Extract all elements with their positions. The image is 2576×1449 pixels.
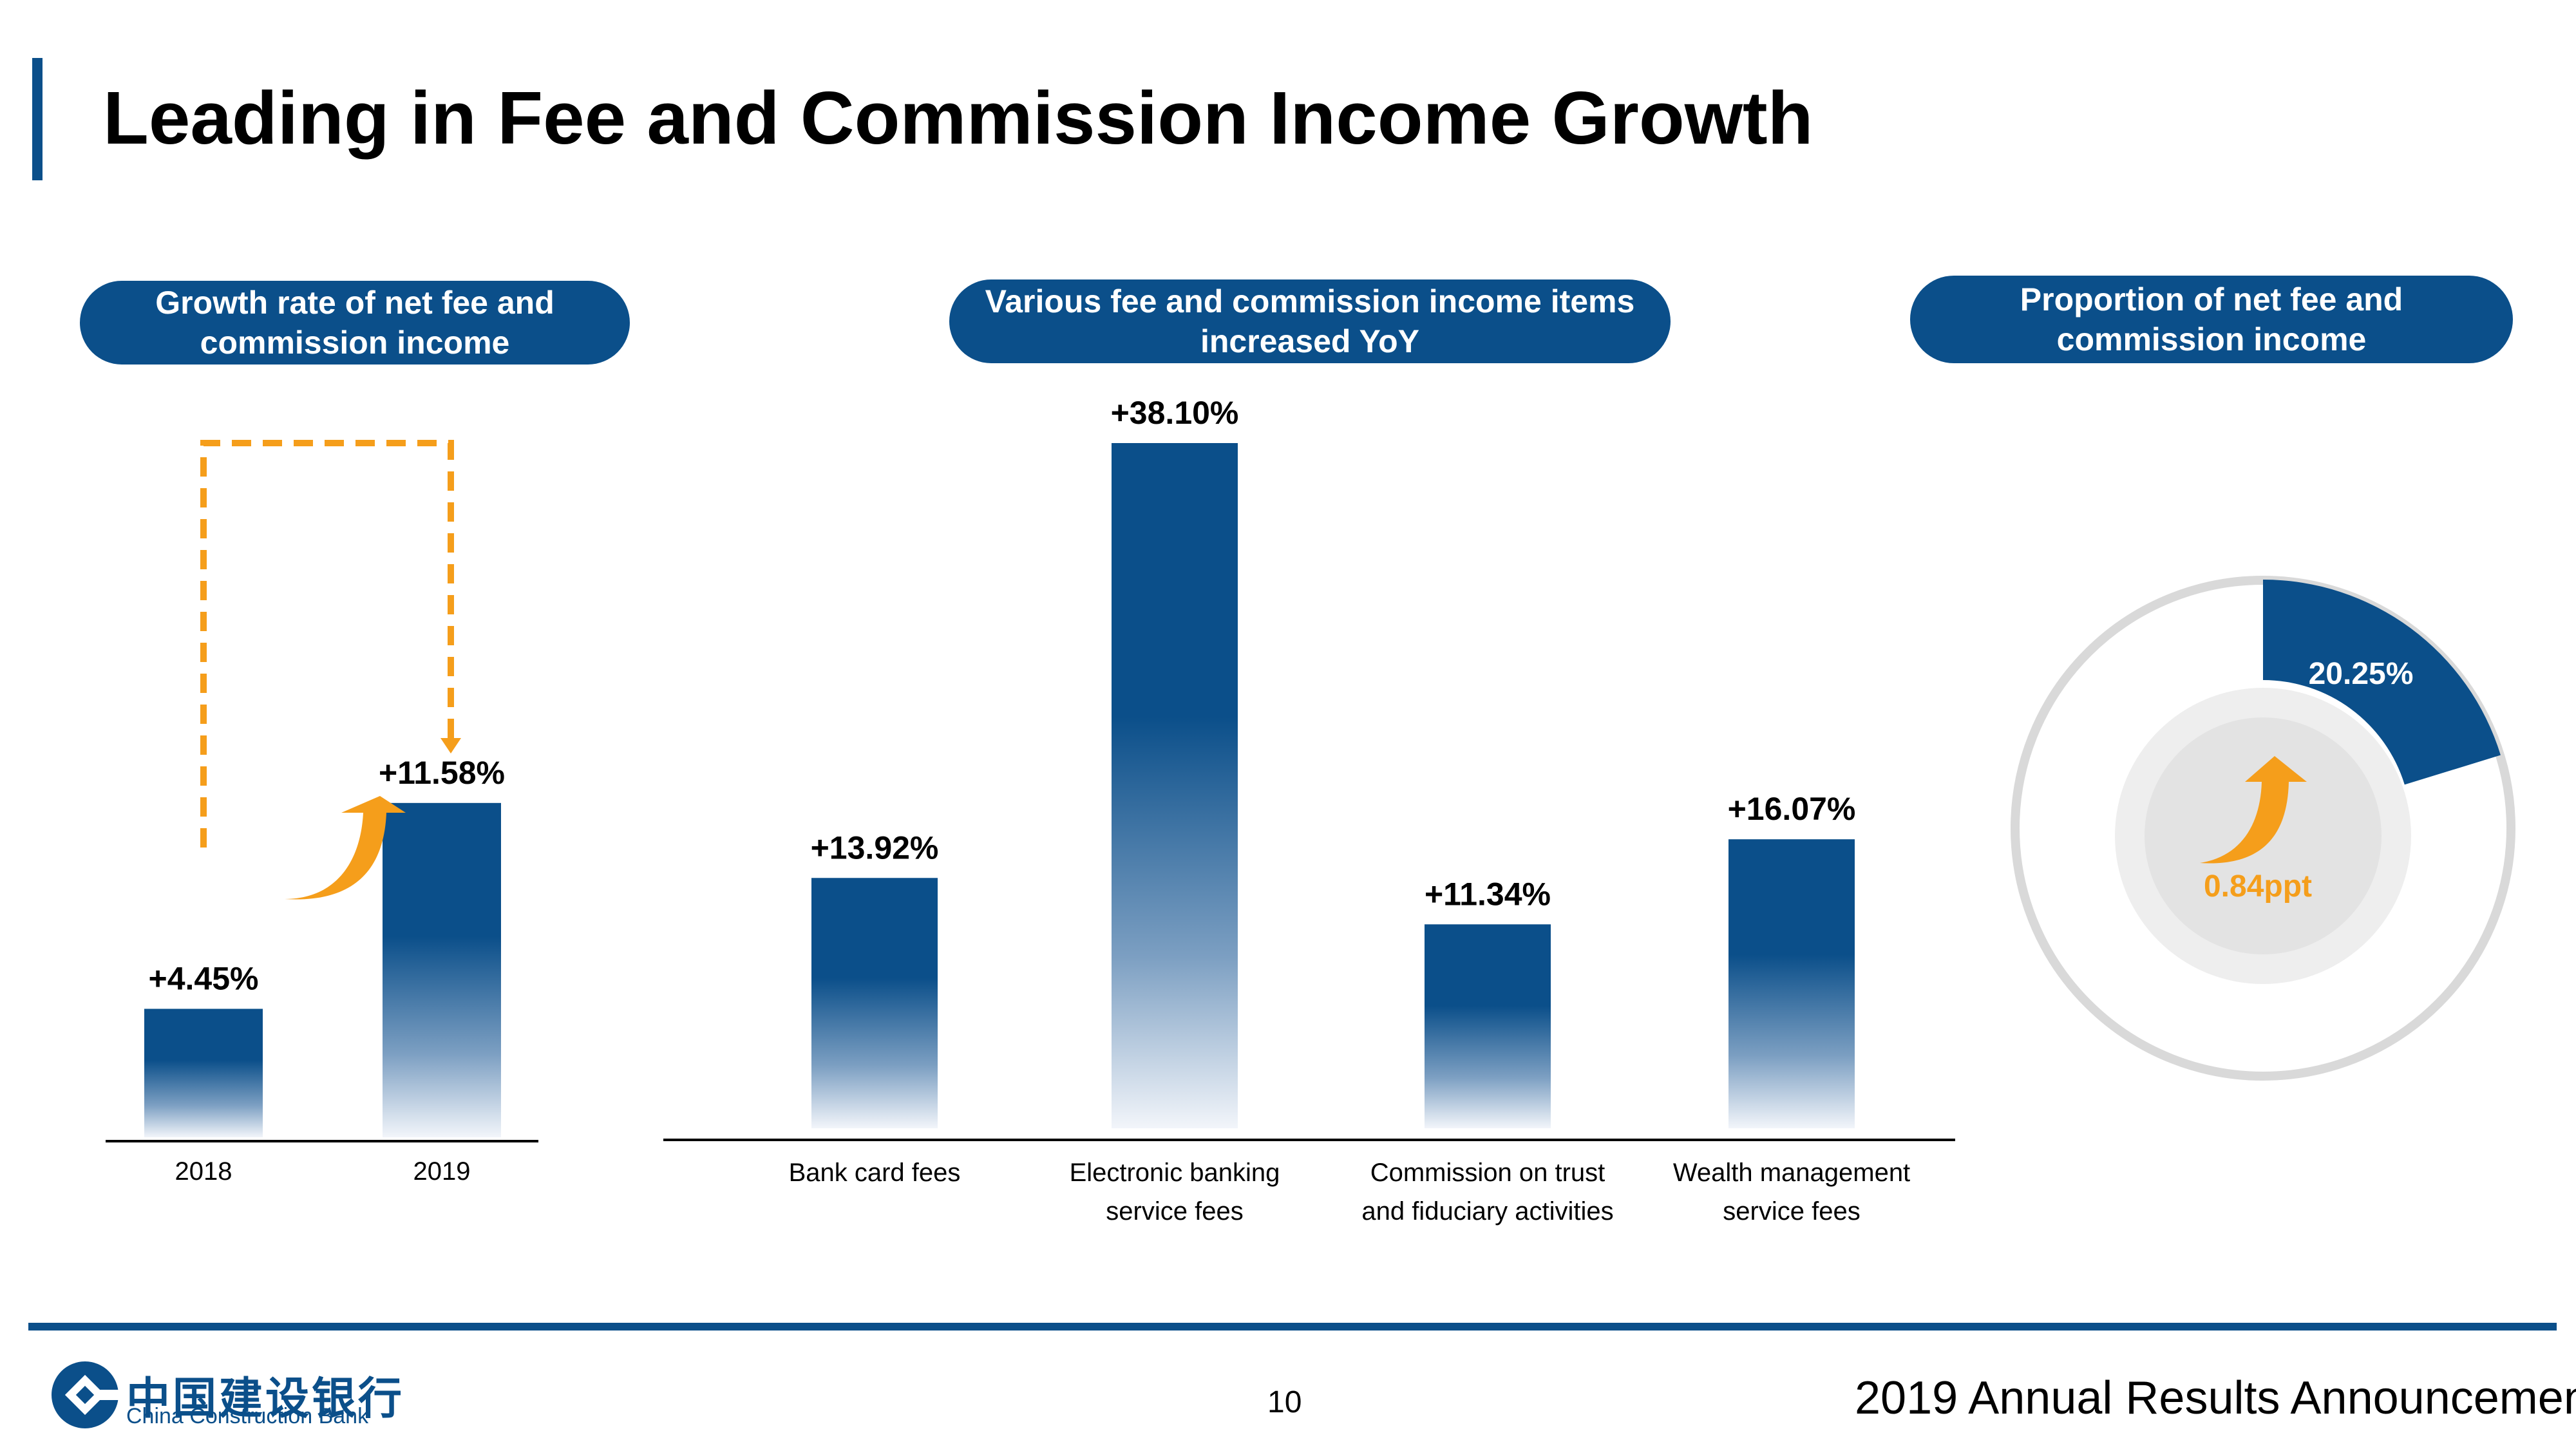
footer-title: 2019 Annual Results Announcement [1855, 1372, 2576, 1424]
chart3-growth-arrow-icon [2200, 756, 2307, 864]
chart3-slice-label: 20.25% [2309, 657, 2414, 691]
chart1-bar-2 [383, 802, 501, 1137]
chart2-category-label-4-line-1: Wealth management [1673, 1159, 1910, 1187]
footer-divider [28, 1323, 2557, 1331]
title-accent-bar [32, 58, 43, 180]
logo-chinese-name: 中国建设银行 [126, 1374, 405, 1423]
chart2-category-label-3-line-1: Commission on trust [1370, 1159, 1605, 1187]
chart2-bar-1 [811, 878, 938, 1128]
chart1-category-label-1: 2018 [175, 1157, 232, 1186]
chart2-bar-4 [1728, 839, 1855, 1128]
chart2-category-label-4-line-2: service fees [1723, 1197, 1860, 1226]
chart2-bar-3 [1425, 924, 1551, 1128]
chart2-category-label-2-line-2: service fees [1106, 1197, 1243, 1226]
chart1-bar-1 [144, 1009, 263, 1137]
logo-english-name: China Construction Bank [126, 1404, 369, 1428]
chart1-value-label-1: +4.45% [149, 960, 259, 996]
chart2-category-label-2-line-1: Electronic banking [1070, 1159, 1280, 1187]
chart2-category-label-1: Bank card fees [789, 1159, 961, 1187]
chart2-title-pill: Various fee and commission income items i… [949, 279, 1671, 363]
chart3-title-pill: Proportion of net fee and commission inco… [1910, 276, 2513, 363]
chart2-value-label-4: +16.07% [1728, 791, 1856, 827]
chart1-category-label-2: 2019 [413, 1157, 471, 1186]
page-title: Leading in Fee and Commission Income Gro… [103, 76, 1814, 160]
chart1-connector-arrowhead [440, 738, 461, 753]
chart1-title-line-2: commission income [200, 325, 510, 361]
chart3-title-line-2: commission income [2056, 321, 2367, 357]
chart2-value-label-3: +11.34% [1425, 876, 1551, 912]
chart3-pie-slice [2263, 580, 2501, 785]
chart1-title-line-1: Growth rate of net fee and [155, 285, 554, 321]
chart2-value-label-2: +38.10% [1111, 395, 1239, 431]
chart2-value-label-1: +13.92% [811, 829, 939, 866]
chart1-growth-arrow-icon [285, 796, 406, 900]
chart2-title-line-2: increased YoY [1200, 323, 1419, 359]
page-number: 10 [1267, 1385, 1302, 1419]
chart1-value-label-2: +11.58% [379, 755, 505, 791]
chart3-change-label: 0.84ppt [2204, 869, 2312, 904]
chart2-category-label-3-line-2: and fiduciary activities [1361, 1197, 1613, 1226]
chart2-bar-2 [1112, 443, 1238, 1128]
chart1-title-pill: Growth rate of net fee and commission inc… [80, 281, 630, 365]
chart3-title-line-1: Proportion of net fee and [2020, 281, 2403, 317]
chart2-title-line-1: Various fee and commission income items [985, 283, 1635, 319]
chart1-dashed-connector [200, 440, 454, 848]
